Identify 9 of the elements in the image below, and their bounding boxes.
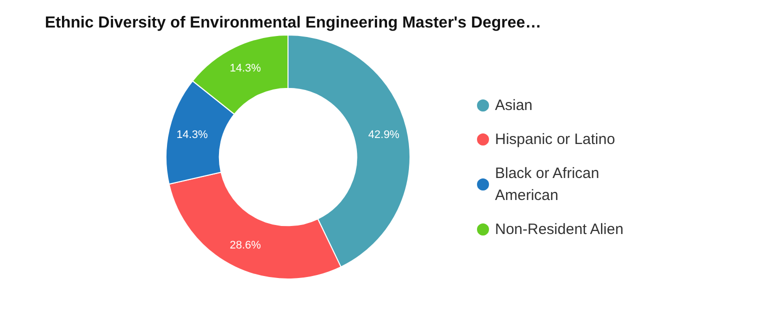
data-label: 42.9% bbox=[368, 129, 400, 142]
legend-label: Asian bbox=[495, 97, 533, 114]
data-label: 14.3% bbox=[230, 62, 262, 74]
legend-label: Hispanic or Latino bbox=[495, 131, 616, 148]
data-label: 28.6% bbox=[230, 240, 262, 252]
legend-label: Black or African American bbox=[495, 165, 604, 204]
data-label: 14.3% bbox=[176, 129, 208, 142]
legend-label: Non-Resident Alien bbox=[495, 221, 624, 238]
chart-title: Ethnic Diversity of Environmental Engineering Master's Degree… bbox=[44, 14, 542, 32]
